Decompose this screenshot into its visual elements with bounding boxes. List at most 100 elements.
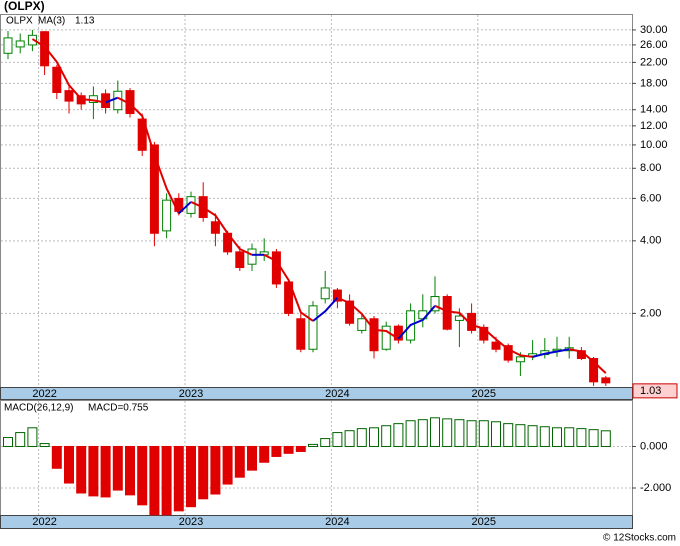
macd-bar	[539, 426, 550, 447]
ma-line	[263, 253, 314, 322]
x-tick-label: 2024	[325, 388, 349, 400]
macd-bar	[64, 445, 74, 484]
candle-body	[601, 377, 611, 384]
legend-ma: MA(3)	[38, 16, 65, 27]
candle-body	[369, 318, 379, 352]
macd-bar	[198, 445, 209, 500]
ma-line	[178, 201, 192, 215]
macd-bar	[552, 427, 562, 447]
macd-bar	[405, 420, 416, 447]
candle-body	[52, 66, 62, 94]
ma-line	[105, 96, 119, 104]
candle-body	[503, 345, 513, 361]
macd-bar	[210, 445, 221, 495]
y-tick-label: 14.00	[640, 104, 668, 116]
x-tick-label: 2024	[325, 516, 349, 528]
macd-bar	[442, 418, 453, 447]
macd-bar	[344, 430, 355, 447]
macd-bar	[588, 429, 599, 447]
y-tick-label: 26.00	[640, 39, 668, 51]
ma-line	[397, 305, 436, 340]
x-tick-label: 2022	[32, 516, 56, 528]
macd-bar	[356, 428, 367, 447]
macd-bar	[3, 437, 13, 447]
macd-bar	[137, 445, 148, 506]
x-tick-label: 2025	[472, 388, 496, 400]
ma-line	[337, 296, 399, 340]
candle-body	[162, 199, 172, 232]
y-tick-label: 8.00	[640, 162, 661, 174]
y-tick-label: 18.00	[640, 77, 668, 89]
x-axis-band	[0, 387, 633, 400]
macd-bar	[27, 427, 38, 447]
macd-bar	[308, 443, 318, 447]
y-tick-label: 0.000	[640, 440, 668, 452]
candle-body	[15, 40, 25, 48]
macd-bar	[234, 445, 245, 478]
last-price-box	[632, 383, 678, 399]
macd-bar	[186, 445, 196, 508]
candle-body	[430, 296, 440, 312]
macd-bar	[295, 445, 306, 452]
macd-bar	[381, 425, 392, 447]
candle-body	[3, 37, 13, 54]
x-axis-band	[0, 515, 633, 529]
macd-bar	[576, 428, 587, 447]
candle-body	[64, 90, 74, 102]
candle-body	[113, 90, 123, 111]
candle-body	[479, 326, 489, 341]
ma-line	[31, 38, 106, 104]
legend-symbol: OLPX	[6, 16, 33, 27]
macd-bar	[430, 417, 440, 447]
macd-bar	[320, 438, 331, 447]
y-tick-label: 12.00	[640, 120, 668, 132]
legend-ma-value: 1.13	[75, 16, 95, 27]
candle-body	[357, 318, 367, 331]
candle-body	[332, 289, 342, 302]
macd-bar	[417, 419, 428, 447]
macd-bar	[283, 445, 294, 454]
candle-body	[271, 251, 281, 285]
macd-bar	[515, 424, 526, 447]
macd-bar	[478, 420, 489, 447]
macd-bar	[503, 423, 514, 447]
x-tick-label: 2025	[472, 516, 496, 528]
macd-bar	[247, 445, 257, 471]
candle-body	[235, 251, 245, 269]
macd-name: MACD(26,12,9)	[4, 403, 73, 414]
x-tick-label: 2023	[179, 388, 203, 400]
macd-bar	[173, 445, 184, 512]
macd-bar	[88, 445, 99, 497]
macd-bar	[76, 445, 87, 494]
last-price: 1.03	[640, 385, 661, 397]
candle-body	[515, 356, 525, 363]
candle-body	[345, 300, 355, 324]
ma-line	[190, 201, 253, 256]
macd-bar	[51, 445, 62, 469]
y-tick-label: -2.000	[640, 482, 671, 494]
candle-body	[210, 221, 220, 234]
macd-bar	[393, 423, 404, 447]
y-tick-label: 2.00	[640, 307, 661, 319]
candle-body	[40, 31, 50, 67]
macd-bar	[271, 445, 282, 457]
candle-body	[308, 305, 318, 350]
macd-bar	[491, 421, 501, 447]
macd-bar	[527, 425, 538, 447]
macd-bar	[332, 432, 343, 447]
macd-bar	[149, 445, 160, 516]
ma-line	[312, 297, 339, 322]
y-tick-label: 30.00	[640, 24, 668, 36]
x-tick-label: 2022	[32, 388, 56, 400]
macd-bar	[600, 430, 611, 447]
macd-bar	[222, 445, 233, 485]
candle-body	[247, 248, 257, 265]
y-tick-label: 10.00	[640, 139, 668, 151]
macd-bar	[369, 427, 379, 447]
macd-bar	[125, 445, 135, 496]
x-tick-label: 2023	[179, 516, 203, 528]
candle-body	[296, 318, 306, 350]
footer: © 12Stocks.com	[603, 533, 676, 544]
macd-bar	[564, 427, 575, 447]
